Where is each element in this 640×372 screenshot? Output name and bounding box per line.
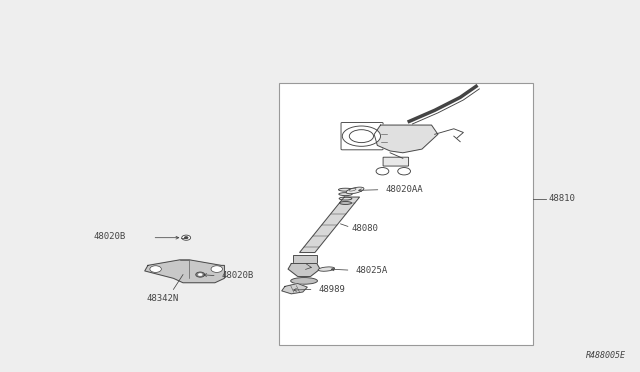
Text: 48080: 48080 — [352, 224, 379, 232]
Ellipse shape — [318, 267, 335, 271]
Text: 48025A: 48025A — [356, 266, 388, 275]
Circle shape — [196, 272, 205, 277]
Text: 48342N: 48342N — [147, 294, 179, 303]
Polygon shape — [282, 283, 307, 294]
FancyBboxPatch shape — [341, 122, 383, 150]
Circle shape — [198, 273, 202, 276]
Bar — [292, 256, 317, 263]
FancyBboxPatch shape — [383, 157, 408, 166]
Ellipse shape — [339, 188, 353, 191]
Ellipse shape — [339, 193, 352, 196]
Polygon shape — [374, 125, 438, 153]
Polygon shape — [145, 260, 225, 283]
Circle shape — [184, 237, 188, 239]
Circle shape — [397, 167, 410, 175]
Text: 48810: 48810 — [548, 195, 575, 203]
Ellipse shape — [291, 278, 317, 284]
Text: 48020B: 48020B — [94, 232, 126, 241]
Circle shape — [211, 266, 223, 272]
Text: 48020B: 48020B — [222, 271, 254, 280]
Ellipse shape — [339, 197, 352, 200]
Bar — [278, 83, 534, 345]
Circle shape — [376, 167, 389, 175]
Circle shape — [182, 235, 191, 240]
Circle shape — [150, 266, 161, 272]
Text: R488005E: R488005E — [586, 351, 626, 360]
Ellipse shape — [342, 126, 381, 146]
Ellipse shape — [346, 187, 364, 194]
Text: 48020AA: 48020AA — [386, 185, 423, 194]
Text: 48989: 48989 — [319, 285, 346, 294]
Polygon shape — [300, 197, 360, 253]
Polygon shape — [288, 263, 320, 276]
Ellipse shape — [339, 202, 351, 205]
